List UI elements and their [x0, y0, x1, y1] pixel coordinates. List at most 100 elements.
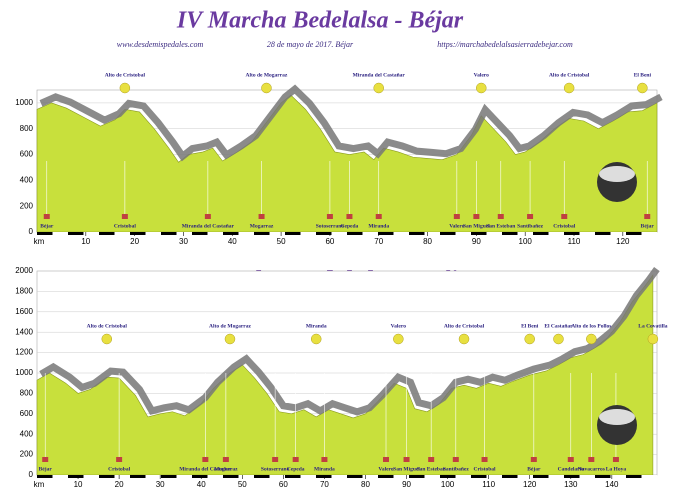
km-bar [269, 475, 285, 478]
km-bar [331, 475, 347, 478]
x-tick-label: 110 [568, 237, 581, 246]
town-icon [42, 457, 49, 462]
km-bar [455, 475, 471, 478]
km-bar [99, 475, 115, 478]
x-tick-label: 120 [523, 480, 537, 489]
km-bar [548, 232, 564, 235]
km-bar [579, 232, 595, 235]
y-tick-label: 1000 [15, 368, 33, 377]
km-bar [471, 232, 487, 235]
km-bar [37, 475, 53, 478]
town-label: Valero [449, 223, 465, 229]
km-bar [626, 232, 642, 235]
km-bar [300, 475, 316, 478]
town-label: Béjar [39, 466, 53, 472]
town-icon [452, 457, 459, 462]
peak-label: Alto de Cristobal [549, 72, 590, 78]
km-bar [176, 475, 192, 478]
km-bar [316, 475, 332, 478]
peak-icon [373, 82, 384, 94]
peak-label: Valero [474, 72, 490, 78]
peak-icon [458, 333, 470, 345]
peak-label: La Covatilla [638, 323, 667, 329]
peak-label: Miranda [306, 323, 327, 329]
town-icon [326, 214, 333, 219]
km-bar [83, 475, 99, 478]
km-bar [192, 232, 208, 235]
km-bar [533, 232, 549, 235]
km-bar [595, 475, 611, 478]
km-bar [68, 232, 84, 235]
peak-icon [393, 333, 404, 345]
chart-title: IV Marcha Bedelalsa - Béjar [176, 8, 464, 34]
town-icon [567, 457, 574, 462]
km-bar [564, 475, 580, 478]
town-label: Miranda del Castañar [182, 223, 235, 229]
y-tick-label: 200 [20, 201, 34, 210]
x-tick-label: 140 [605, 480, 619, 489]
peak-icon [563, 82, 575, 94]
km-bar [114, 475, 130, 478]
town-icon [202, 457, 209, 462]
peak-icon [224, 333, 236, 345]
x-tick-label: 70 [374, 237, 383, 246]
x-tick-label: 30 [179, 237, 188, 246]
peak-label: Alto de Mogarraz [246, 72, 288, 78]
km-bar [378, 475, 394, 478]
y-tick-label: 2000 [15, 266, 33, 275]
y-tick-label: 800 [20, 124, 34, 133]
y-tick-label: 600 [20, 409, 34, 418]
peak-label: Alto de Cristobal [87, 323, 128, 329]
x-tick-label: 40 [228, 237, 237, 246]
town-icon [453, 214, 460, 219]
x-tick-label: 80 [423, 237, 432, 246]
x-tick-label: 110 [482, 480, 495, 489]
km-bar [130, 232, 146, 235]
km-bar [533, 475, 549, 478]
town-label: Valero [378, 466, 394, 472]
peak-label: El Beni [634, 72, 652, 78]
km-bar [579, 475, 595, 478]
x-tick-label: 40 [197, 480, 206, 489]
town-label: Mogarraz [214, 466, 238, 472]
x-tick-label: 100 [441, 480, 455, 489]
km-bar [641, 475, 657, 478]
peak-label: El Beni [521, 323, 539, 329]
town-icon [530, 457, 537, 462]
town-label: Cristobal [114, 223, 136, 229]
town-icon [258, 214, 265, 219]
x-tick-label: 50 [277, 237, 286, 246]
km-bar [207, 232, 223, 235]
km-bar [626, 475, 642, 478]
x-tick-label: 120 [616, 237, 630, 246]
km-bar [285, 232, 301, 235]
peak-icon [476, 82, 487, 94]
subtitle: https://marchabedelalsasierradebejar.com [437, 40, 573, 49]
km-bar [548, 475, 564, 478]
town-icon [588, 457, 595, 462]
km-bar [610, 475, 626, 478]
km-bar [641, 232, 657, 235]
x-tick-label: 60 [325, 237, 334, 246]
town-label: Candelario [558, 466, 585, 472]
x-tick-label: 90 [472, 237, 481, 246]
town-label: San Miguel [393, 466, 420, 472]
y-tick-label: 800 [20, 389, 34, 398]
km-bar [269, 232, 285, 235]
km-bar [393, 232, 409, 235]
town-icon [644, 214, 651, 219]
logo-cloud [599, 409, 635, 425]
km-bar [68, 475, 84, 478]
x-tick-label: 20 [130, 237, 139, 246]
km-bar [145, 475, 161, 478]
town-icon [346, 214, 353, 219]
town-label: Sotoserrano [261, 466, 290, 472]
elevation-ridge [39, 84, 663, 162]
elevation-area [36, 94, 658, 233]
town-label: Cristobal [108, 466, 130, 472]
x-axis-label: km [34, 480, 45, 489]
town-label: San Miguel [463, 223, 490, 229]
town-icon [204, 214, 211, 219]
km-bar [254, 475, 270, 478]
km-bar [223, 475, 239, 478]
